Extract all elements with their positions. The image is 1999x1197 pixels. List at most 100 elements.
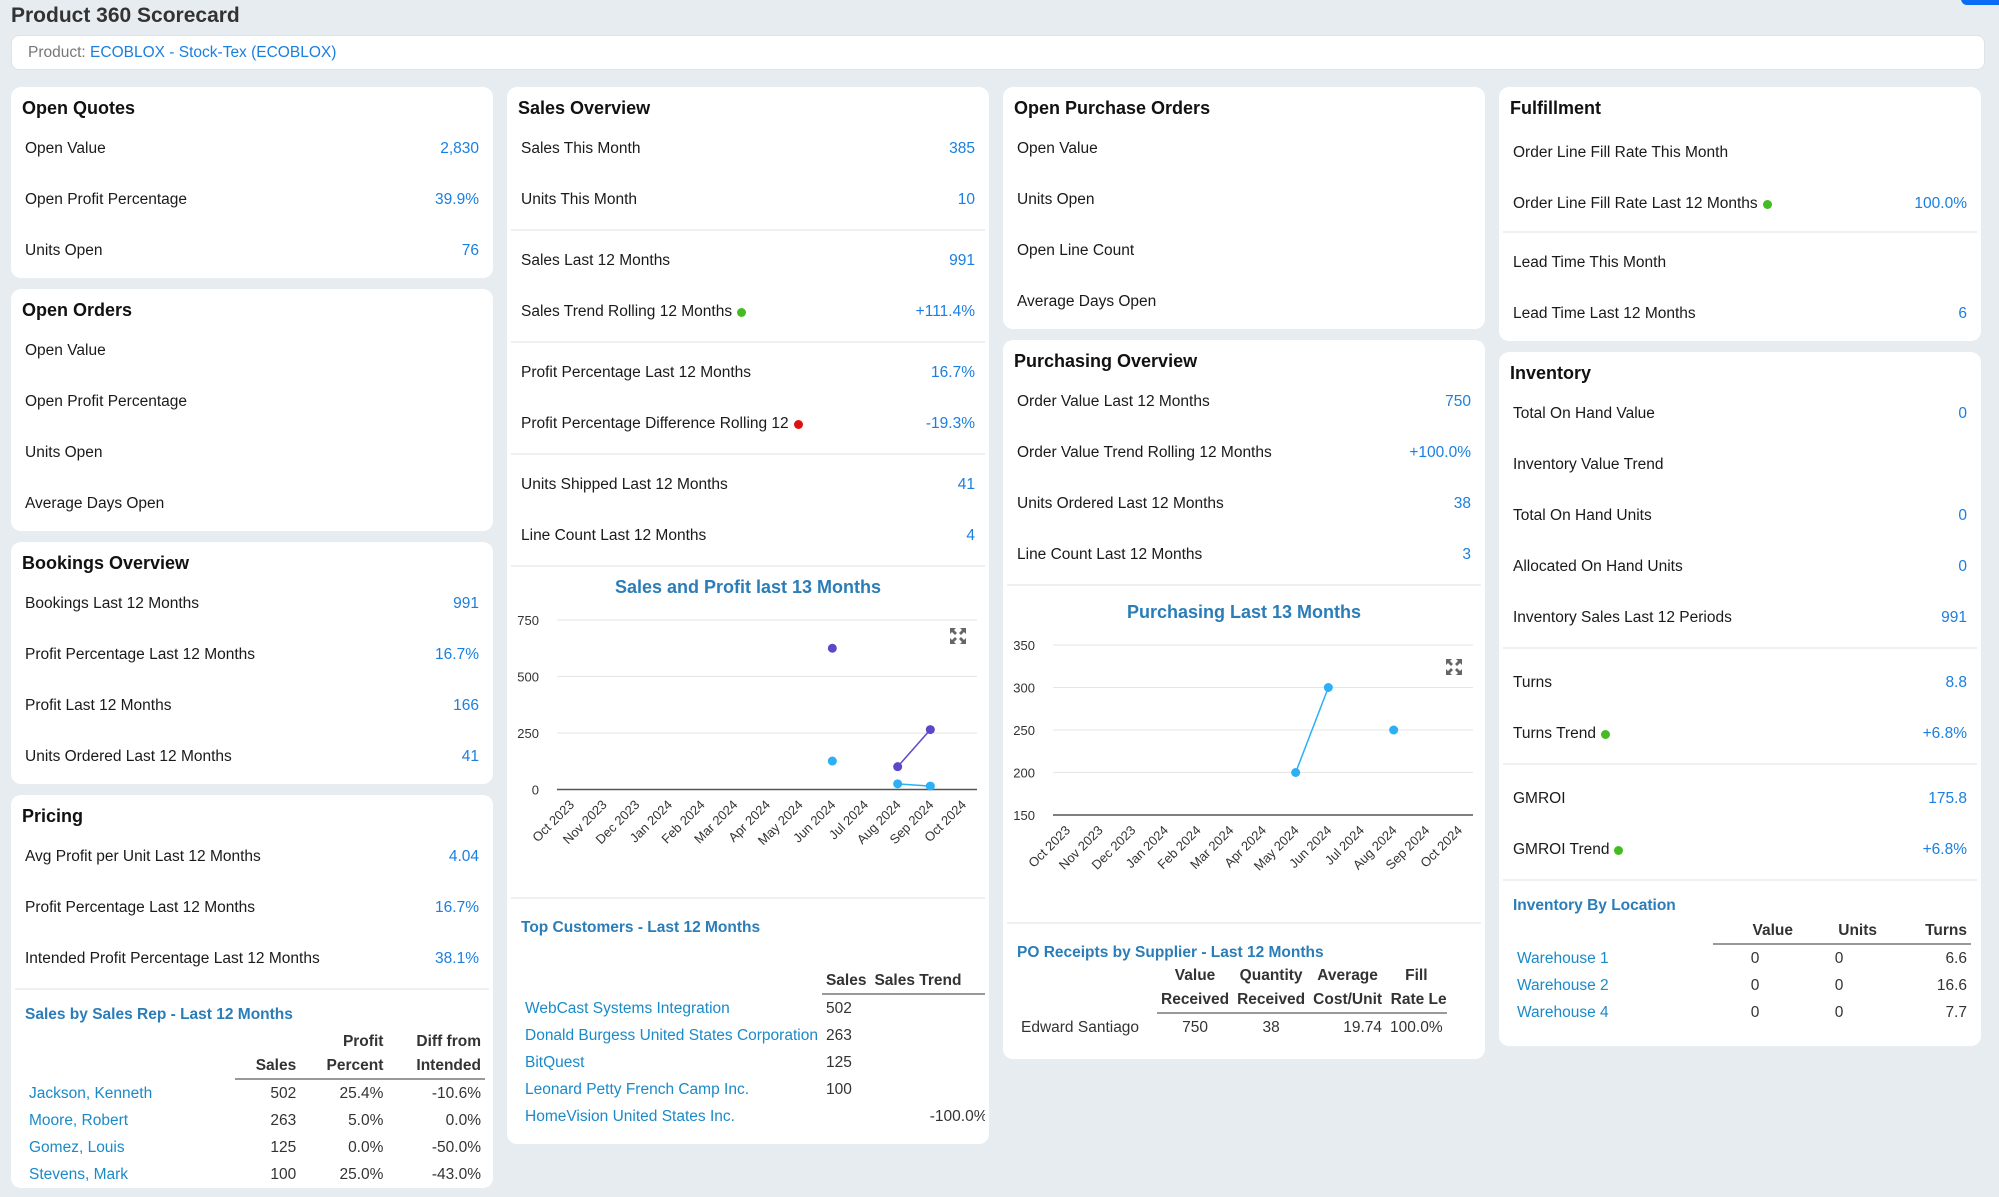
data-point[interactable] — [827, 643, 837, 653]
metric-value[interactable]: 16.7% — [435, 645, 479, 663]
metric-value[interactable]: 175.8 — [1928, 789, 1967, 807]
data-point[interactable] — [1389, 725, 1399, 735]
metric-value[interactable]: 0 — [1958, 404, 1967, 422]
purchasing-chart: Purchasing Last 13 Months 150 200 250 300 35… — [1003, 602, 1485, 918]
metric-value[interactable]: +6.8% — [1922, 840, 1967, 858]
divider — [511, 229, 985, 231]
data-point[interactable] — [893, 779, 903, 789]
metric-value[interactable]: 991 — [1941, 608, 1967, 626]
metric-label: Turns — [1513, 674, 1552, 692]
metric-label-text: Intended Profit Percentage Last 12 Month… — [25, 949, 320, 967]
metric-value[interactable]: 0 — [1958, 557, 1967, 575]
metric-row: Profit Percentage Last 12 Months 16.7% — [11, 882, 493, 933]
metric-row: Inventory Value Trend — [1499, 439, 1981, 490]
table-row: HomeVision United States Inc. -100.0% — [521, 1103, 985, 1130]
metric-label-text: Units Open — [25, 443, 103, 461]
cell-sales: 125 — [825, 1054, 852, 1071]
metric-value[interactable]: 0 — [1958, 506, 1967, 524]
metric-label: Order Value Last 12 Months — [1017, 393, 1210, 411]
table-row: Edward Santiago 750 38 19.74 100.0% — [1017, 1013, 1447, 1041]
column-4: Fulfillment Order Line Fill Rate This Mo… — [1499, 87, 1981, 1057]
metric-value[interactable]: 41 — [461, 747, 479, 765]
metric-row: Profit Last 12 Months 166 — [11, 680, 493, 731]
metric-value[interactable]: 750 — [1445, 392, 1471, 410]
row-link[interactable]: Gomez, Louis — [29, 1139, 125, 1156]
metric-value[interactable]: 16.7% — [435, 898, 479, 916]
data-point[interactable] — [893, 762, 903, 772]
metric-row: Turns 8.8 — [1499, 657, 1981, 708]
row-link[interactable]: Donald Burgess United States Corporation — [525, 1027, 818, 1044]
metric-value[interactable]: 2,830 — [440, 139, 479, 157]
cell-sales: 263 — [270, 1112, 297, 1129]
expand-icon[interactable] — [1445, 658, 1463, 676]
metric-value[interactable]: 991 — [949, 251, 975, 269]
metric-value[interactable]: 16.7% — [931, 363, 975, 381]
metric-value[interactable]: 38 — [1453, 494, 1471, 512]
metric-row: Turns Trend +6.8% — [1499, 708, 1981, 759]
row-link[interactable]: WebCast Systems Integration — [525, 999, 730, 1017]
row-link[interactable]: Warehouse 4 — [1517, 1004, 1609, 1021]
table-row: Gomez, Louis 125 0.0% -50.0% — [25, 1134, 485, 1161]
metric-row: Units Ordered Last 12 Months 38 — [1003, 478, 1485, 529]
cell-value: 0 — [1750, 950, 1760, 967]
data-point[interactable] — [827, 756, 837, 766]
metric-row: Sales Trend Rolling 12 Months +111.4% — [507, 286, 989, 337]
metric-row: Order Line Fill Rate This Month — [1499, 127, 1981, 178]
metric-value[interactable]: 39.9% — [435, 190, 479, 208]
table-row: Warehouse 4 0 0 7.7 — [1513, 999, 1971, 1026]
row-link[interactable]: Moore, Robert — [29, 1112, 129, 1129]
table-row: WebCast Systems Integration 502 — [521, 994, 985, 1022]
row-link[interactable]: Leonard Petty French Camp Inc. — [525, 1081, 750, 1098]
metric-value[interactable]: +111.4% — [915, 302, 975, 320]
cell-avg-cost: 19.74 — [1343, 1019, 1383, 1036]
metric-value[interactable]: 3 — [1462, 545, 1471, 563]
metric-value[interactable]: 991 — [453, 594, 479, 612]
metric-value[interactable]: 6 — [1958, 304, 1967, 322]
table-row: Leonard Petty French Camp Inc. 100 — [521, 1076, 985, 1103]
data-point[interactable] — [1291, 768, 1301, 777]
metric-label: Open Value — [25, 342, 106, 360]
metric-value[interactable]: 76 — [461, 241, 479, 259]
top-right-button[interactable] — [1961, 0, 1999, 5]
row-link[interactable]: Jackson, Kenneth — [29, 1084, 153, 1102]
metric-value[interactable]: 100.0% — [1914, 194, 1967, 212]
data-point[interactable] — [925, 725, 935, 735]
row-link[interactable]: Warehouse 2 — [1517, 977, 1609, 994]
metric-value[interactable]: 4 — [966, 526, 975, 544]
table-row: Warehouse 1 0 0 6.6 — [1513, 944, 1971, 972]
pricing-card: Pricing Avg Profit per Unit Last 12 Mont… — [11, 795, 493, 1188]
metric-value[interactable]: 38.1% — [435, 949, 479, 967]
row-link[interactable]: Stevens, Mark — [29, 1166, 129, 1183]
open-quotes-card: Open Quotes Open Value 2,830 Open Profit P… — [11, 87, 493, 278]
metric-value[interactable]: 41 — [957, 475, 975, 493]
metric-label-text: Bookings Last 12 Months — [25, 594, 200, 612]
metric-label: Profit Percentage Difference Rolling 12 — [521, 415, 803, 433]
metric-label: Profit Percentage Last 12 Months — [25, 646, 255, 664]
metric-value[interactable]: -19.3% — [925, 414, 975, 432]
metric-value[interactable]: 166 — [453, 696, 479, 714]
row-link[interactable]: HomeVision United States Inc. — [525, 1108, 735, 1125]
metric-label: Allocated On Hand Units — [1513, 558, 1683, 576]
cell-sales: 502 — [270, 1085, 297, 1102]
metric-value[interactable]: +6.8% — [1922, 724, 1967, 742]
cell-quantity: 38 — [1262, 1019, 1280, 1036]
metric-label-text: GMROI Trend — [1513, 840, 1610, 858]
metric-value[interactable]: +100.0% — [1409, 443, 1471, 461]
row-link[interactable]: Warehouse 1 — [1517, 949, 1609, 967]
divider — [511, 453, 985, 455]
metric-value[interactable]: 8.8 — [1945, 673, 1967, 691]
product-link[interactable]: ECOBLOX - Stock-Tex (ECOBLOX) — [90, 44, 337, 61]
metric-row: Lead Time This Month — [1499, 237, 1981, 288]
metric-value[interactable]: 385 — [949, 139, 975, 157]
top-customers-table: Sales Sales Trend WebCast Systems Integr… — [521, 969, 985, 1130]
data-point[interactable] — [925, 781, 935, 791]
data-point[interactable] — [1323, 683, 1333, 692]
cell-sales: 502 — [825, 1000, 852, 1017]
metric-value[interactable]: 10 — [957, 190, 975, 208]
expand-icon[interactable] — [949, 627, 967, 645]
metric-value[interactable]: 4.04 — [448, 847, 479, 865]
metric-label: Average Days Open — [1017, 293, 1156, 311]
row-link[interactable]: BitQuest — [525, 1054, 585, 1071]
